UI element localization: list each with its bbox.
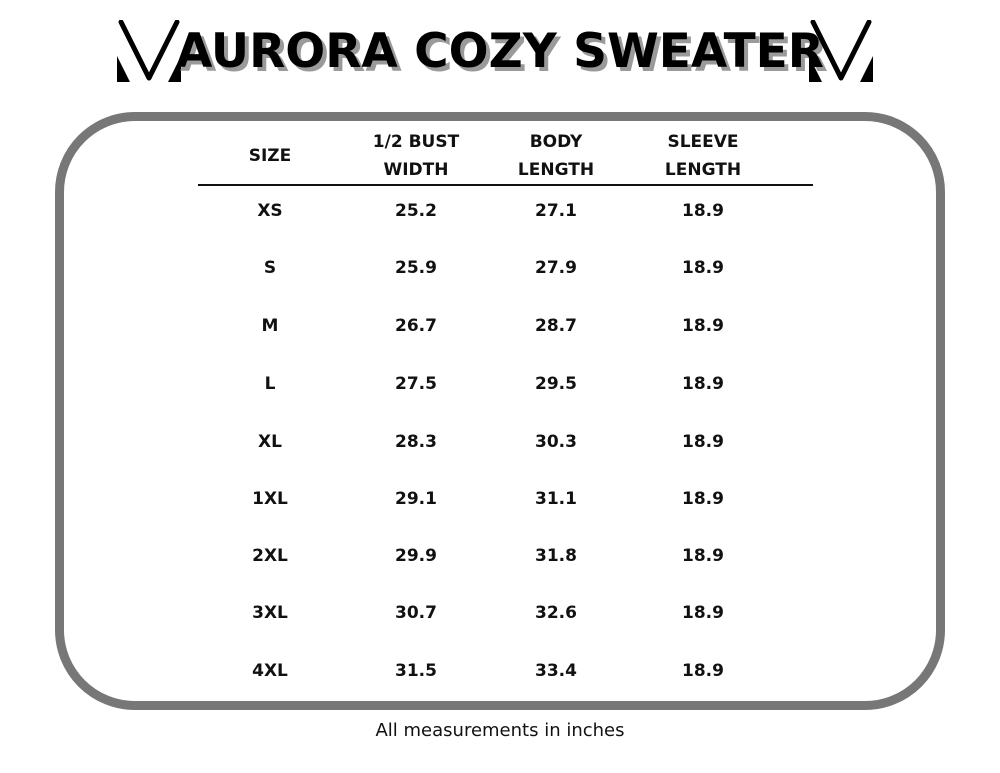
column-header-line: SLEEVE <box>667 132 739 152</box>
measurement-cell: 18.9 <box>682 374 724 394</box>
measurement-cell: 18.9 <box>682 258 724 278</box>
measurement-cell: 18.9 <box>682 489 724 509</box>
measurement-cell: 33.4 <box>535 661 577 681</box>
measurement-cell: 29.1 <box>395 489 437 509</box>
measurement-cell: 30.3 <box>535 432 577 452</box>
column-header: SLEEVE LENGTH <box>623 128 783 184</box>
page-title: AURORA COZY SWEATER <box>176 24 824 79</box>
column-header-line: SIZE <box>248 146 292 166</box>
measurement-cell: 18.9 <box>682 316 724 336</box>
measurement-cell: 29.5 <box>535 374 577 394</box>
measurement-cell: 32.6 <box>535 603 577 623</box>
measurement-cell: 31.5 <box>395 661 437 681</box>
column-header: BODY LENGTH <box>476 128 636 184</box>
measurement-cell: 18.9 <box>682 201 724 221</box>
size-chart-frame <box>55 112 945 710</box>
footnote: All measurements in inches <box>375 720 625 741</box>
measurement-cell: 25.2 <box>395 201 437 221</box>
column-header-line: LENGTH <box>517 160 595 180</box>
measurement-cell: 18.9 <box>682 432 724 452</box>
column-header-line: BODY <box>529 132 583 152</box>
v-monogram-logo-right <box>809 20 873 82</box>
size-cell: 1XL <box>252 489 288 509</box>
measurement-cell: 26.7 <box>395 316 437 336</box>
measurement-cell: 28.7 <box>535 316 577 336</box>
measurement-cell: 27.1 <box>535 201 577 221</box>
measurement-cell: 18.9 <box>682 661 724 681</box>
measurement-cell: 31.1 <box>535 489 577 509</box>
size-cell: 4XL <box>252 661 288 681</box>
size-cell: S <box>263 258 277 278</box>
measurement-cell: 18.9 <box>682 546 724 566</box>
size-cell: 3XL <box>252 603 288 623</box>
measurement-cell: 30.7 <box>395 603 437 623</box>
size-cell: XS <box>257 201 283 221</box>
size-cell: XL <box>258 432 282 452</box>
measurement-cell: 18.9 <box>682 603 724 623</box>
measurement-cell: 27.5 <box>395 374 437 394</box>
column-header: 1/2 BUST WIDTH <box>336 128 496 184</box>
column-header-line: 1/2 BUST <box>372 132 460 152</box>
column-header: SIZE <box>190 142 350 170</box>
measurement-cell: 25.9 <box>395 258 437 278</box>
v-monogram-logo-left <box>117 20 181 82</box>
measurement-cell: 29.9 <box>395 546 437 566</box>
size-cell: L <box>264 374 276 394</box>
measurement-cell: 31.8 <box>535 546 577 566</box>
size-cell: M <box>261 316 279 336</box>
header-divider <box>198 184 813 186</box>
column-header-line: WIDTH <box>383 160 449 180</box>
measurement-cell: 27.9 <box>535 258 577 278</box>
size-cell: 2XL <box>252 546 288 566</box>
measurement-cell: 28.3 <box>395 432 437 452</box>
column-header-line: LENGTH <box>664 160 742 180</box>
